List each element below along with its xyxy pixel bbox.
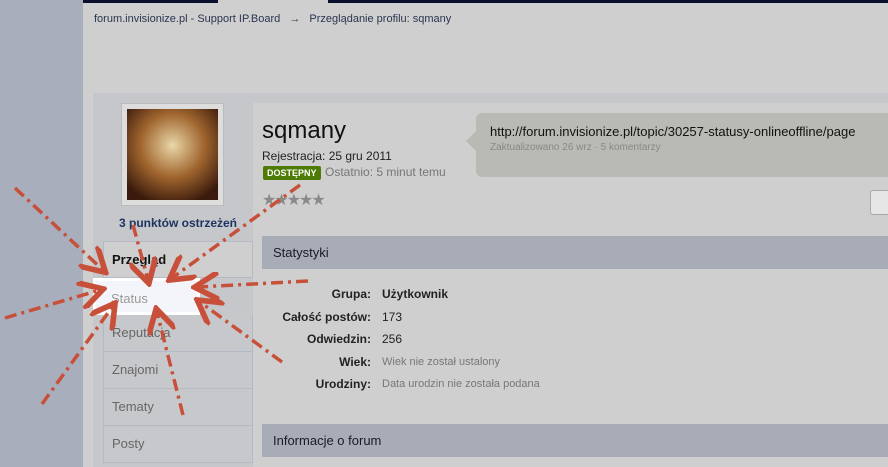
left-background xyxy=(0,0,83,467)
star-icon[interactable]: ★ xyxy=(274,192,288,209)
stats-value: 173 xyxy=(382,309,403,324)
stats-value: Data urodzin nie została podana xyxy=(382,378,540,391)
breadcrumb-home[interactable]: forum.invisionize.pl - Support IP.Board xyxy=(94,13,281,25)
stats-row: Całość postów: 173 xyxy=(262,306,888,329)
star-icon[interactable]: ★ xyxy=(299,192,313,209)
profile-tabs: Przegląd Status Reputacja Znajomi Tematy… xyxy=(93,241,253,463)
tab-status[interactable]: Status xyxy=(93,278,200,315)
warning-points-link[interactable]: 3 punktów ostrzeżeń xyxy=(118,216,237,230)
star-icon[interactable]: ★ xyxy=(311,192,325,209)
breadcrumb-arrow-icon: → xyxy=(289,13,301,25)
rating-stars[interactable]: ★★★★★ xyxy=(262,190,326,210)
forum-info-header: Informacje o forum xyxy=(262,424,888,457)
status-badge: DOSTĘPNY xyxy=(263,166,321,180)
stats-header: Statystyki xyxy=(262,236,888,269)
status-update-bubble: http://forum.invisionize.pl/topic/30257-… xyxy=(466,113,888,177)
avatar xyxy=(121,103,224,206)
stats-label: Całość postów: xyxy=(282,309,371,324)
profile-name: sqmany xyxy=(262,117,347,144)
stats-value: 256 xyxy=(382,332,403,347)
top-bar xyxy=(83,0,888,3)
stats-label: Urodziny: xyxy=(315,377,371,392)
stats-value: Wiek nie został ustalony xyxy=(382,355,500,368)
stats-row: Wiek: Wiek nie został ustalony xyxy=(262,351,888,374)
tab-overview[interactable]: Przegląd xyxy=(103,241,253,278)
tab-topics[interactable]: Tematy xyxy=(103,389,253,426)
stats-row: Urodziny: Data urodzin nie została podana xyxy=(262,373,888,396)
breadcrumb: forum.invisionize.pl - Support IP.Board … xyxy=(94,13,451,25)
last-seen: Ostatnio: 5 minut temu xyxy=(325,165,446,179)
registration-date: Rejestracja: 25 gru 2011 xyxy=(262,149,392,163)
stats-label: Wiek: xyxy=(339,354,371,369)
breadcrumb-current: Przeglądanie profilu: sqmany xyxy=(309,13,452,25)
star-icon[interactable]: ★ xyxy=(262,192,276,209)
tab-reputation[interactable]: Reputacja xyxy=(103,315,253,352)
stats-row: Odwiedzin: 256 xyxy=(262,328,888,351)
stats-label: Odwiedzin: xyxy=(307,332,371,347)
star-icon[interactable]: ★ xyxy=(286,192,301,209)
avatar-image xyxy=(127,109,218,200)
add-friend-button[interactable] xyxy=(870,190,888,215)
stats-table: Grupa: Użytkownik Całość postów: 173 Odwie… xyxy=(262,283,888,396)
stats-row: Grupa: Użytkownik xyxy=(262,283,888,306)
stats-value: Użytkownik xyxy=(382,287,449,302)
status-update-meta[interactable]: Zaktualizowano 26 wrz · 5 komentarzy xyxy=(490,142,661,153)
status-update-text[interactable]: http://forum.invisionize.pl/topic/30257-… xyxy=(490,124,856,139)
tab-posts[interactable]: Posty xyxy=(103,426,253,463)
tab-friends[interactable]: Znajomi xyxy=(103,352,253,389)
stats-label: Grupa: xyxy=(331,287,371,302)
